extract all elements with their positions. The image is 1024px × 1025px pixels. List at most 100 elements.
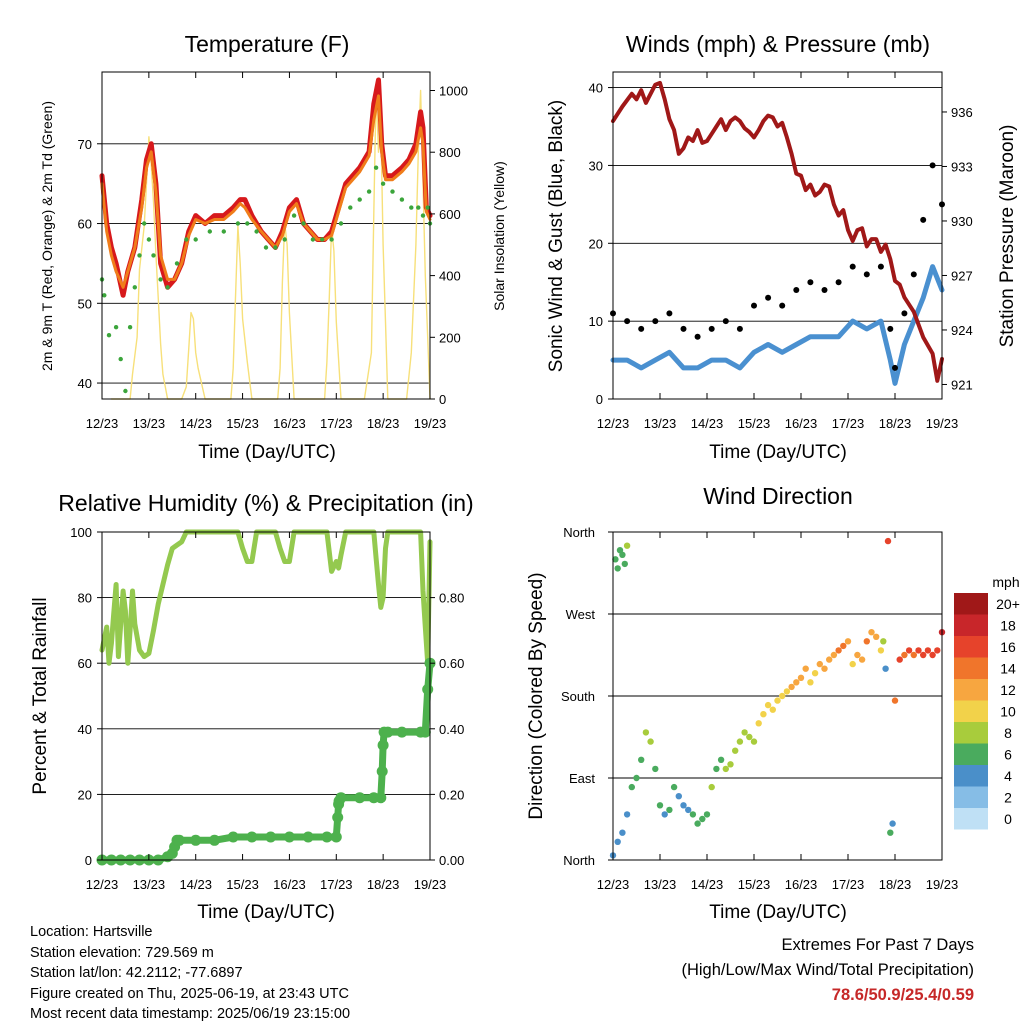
y2-tick-label: 930 xyxy=(951,214,973,229)
direction-dot xyxy=(675,793,682,800)
y2-tick-label: 0.40 xyxy=(439,722,464,737)
gust-dot xyxy=(929,162,936,169)
gust-dot xyxy=(624,318,631,325)
y2-tick-label: 0.60 xyxy=(439,656,464,671)
direction-dot xyxy=(826,656,833,663)
direction-dot xyxy=(717,756,725,763)
direction-dot xyxy=(821,665,828,672)
gust-dot xyxy=(807,279,814,286)
precip-dot xyxy=(227,831,239,843)
dewpoint-dot xyxy=(132,285,137,290)
elevation-text: Station elevation: 729.569 m xyxy=(30,944,214,961)
wind-line xyxy=(610,264,945,386)
precip-dot xyxy=(376,765,388,777)
y2-tick-label: 927 xyxy=(951,268,973,283)
gust-dot xyxy=(765,294,772,301)
dewpoint-dot xyxy=(329,237,334,242)
dewpoint-dot xyxy=(416,205,421,210)
direction-dot xyxy=(891,697,899,704)
dewpoint-dot xyxy=(399,197,405,202)
gust-dot xyxy=(887,325,894,332)
direction-dot xyxy=(793,679,800,686)
y-tick-label: 0 xyxy=(596,392,603,407)
direction-xlabel: Time (Day/UTC) xyxy=(709,902,847,923)
y2-tick-label: 0.80 xyxy=(439,591,464,606)
direction-dot xyxy=(741,729,748,736)
gust-dot xyxy=(920,216,927,223)
direction-dot xyxy=(628,783,635,791)
x-tick-label: 14/23 xyxy=(179,416,212,431)
wind-direction-panel: Wind Direction NorthEastSouthWestNorth12… xyxy=(526,483,1020,923)
dewpoint-dot xyxy=(165,285,170,290)
direction-dot xyxy=(889,820,896,827)
temperature-panel: Temperature (F) 40 50 60 70 0 200 400 600 800 100… xyxy=(39,31,507,463)
y2-tick-label: 600 xyxy=(439,207,461,222)
humidity-panel: Relative Humidity (%) & Precipitation (i… xyxy=(30,490,474,923)
direction-dot xyxy=(694,820,701,827)
precip-dot xyxy=(422,683,434,695)
precip-dot xyxy=(335,792,347,804)
direction-dot xyxy=(764,701,772,709)
legend-label: 16 xyxy=(1000,639,1016,655)
direction-dot xyxy=(774,697,781,704)
x-tick-label: 17/23 xyxy=(832,416,865,431)
y-tick-label: 60 xyxy=(78,656,92,671)
direction-dot xyxy=(612,556,619,563)
dewpoint-dot xyxy=(174,261,180,266)
dewpoint-dot xyxy=(102,293,107,298)
humidity-frame xyxy=(101,531,431,861)
direction-dot xyxy=(699,815,706,823)
y2-tick-label: 1000 xyxy=(439,84,468,99)
precip-dot xyxy=(375,792,387,804)
legend-swatch xyxy=(954,679,988,701)
y-tick-label: 60 xyxy=(78,217,92,232)
direction-dot xyxy=(680,802,687,809)
dewpoint-dot xyxy=(301,221,306,226)
direction-dot xyxy=(873,633,880,640)
direction-dot xyxy=(638,756,645,763)
legend-label: 6 xyxy=(1004,747,1012,763)
winds-frame xyxy=(612,71,943,400)
direction-dot xyxy=(614,838,621,845)
direction-dot xyxy=(863,638,870,645)
dewpoint-dot xyxy=(113,325,119,330)
y2-tick-label: 924 xyxy=(951,323,973,338)
precip-dot xyxy=(265,831,277,843)
x-tick-label: 13/23 xyxy=(644,416,677,431)
direction-dot xyxy=(884,537,892,545)
direction-dot xyxy=(924,647,932,654)
gust-dot xyxy=(722,318,729,325)
x-tick-label: 18/23 xyxy=(879,416,912,431)
direction-dot xyxy=(849,660,856,668)
x-tick-label: 16/23 xyxy=(785,877,818,892)
direction-dot xyxy=(708,783,715,791)
legend-swatch xyxy=(954,722,988,744)
precip-dot xyxy=(396,726,408,738)
direction-dot xyxy=(661,811,668,818)
x-tick-label: 16/23 xyxy=(273,416,306,431)
gust-dot xyxy=(638,325,645,332)
dewpoint-dot xyxy=(291,213,297,218)
y-tick-label: 30 xyxy=(589,158,603,173)
y2-tick-label: 936 xyxy=(951,105,973,120)
precip-dot xyxy=(382,726,394,738)
precip-dot xyxy=(246,831,258,843)
x-tick-label: 15/23 xyxy=(226,877,259,892)
y2-tick-label: 921 xyxy=(951,377,973,392)
dewpoint-dot xyxy=(338,221,344,226)
location-text: Location: Hartsville xyxy=(30,924,153,940)
direction-dot xyxy=(788,683,795,691)
x-tick-label: 15/23 xyxy=(738,877,771,892)
direction-dot xyxy=(783,688,791,695)
x-tick-label: 18/23 xyxy=(879,877,912,892)
direction-dot xyxy=(621,560,628,568)
direction-dot xyxy=(656,802,664,809)
extremes-heading: Extremes For Past 7 Days xyxy=(781,936,974,954)
direction-dot xyxy=(623,542,631,549)
gust-dot xyxy=(849,263,856,270)
direction-dot xyxy=(670,783,678,791)
direction-dot xyxy=(703,811,711,818)
direction-dot xyxy=(844,638,852,645)
direction-dot xyxy=(647,738,654,745)
dewpoint-dot xyxy=(123,388,128,394)
